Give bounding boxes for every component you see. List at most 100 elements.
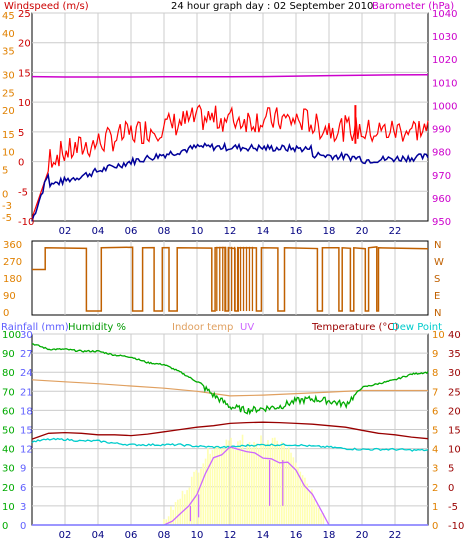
baro-tick-label: 990	[432, 125, 451, 136]
rain-tick-label: 21	[20, 387, 33, 398]
compass-label: N	[434, 240, 441, 251]
x-tick-label: 10	[191, 226, 204, 237]
wind-secondary-tick-label: -5	[2, 213, 12, 224]
x-tick-label: 16	[290, 530, 303, 541]
compass-label: E	[434, 291, 440, 302]
uv-tick-label: 7	[432, 387, 438, 398]
legend-indoor-temp: Indoor temp	[172, 322, 233, 333]
legend-temperature: Temperature (°C)	[311, 322, 398, 333]
uv-tick-label: 6	[432, 406, 438, 417]
x-tick-label: 18	[323, 530, 336, 541]
wind-secondary-tick-label: 5	[2, 166, 8, 177]
temp-tick-label: 10	[448, 445, 461, 456]
graph-title: 24 hour graph day : 02 September 2010	[171, 1, 373, 12]
wind-tick-label: 10	[18, 98, 31, 109]
temp-tick-label: -10	[448, 521, 464, 532]
rain-tick-label: 12	[20, 445, 33, 456]
temp-tick-label: 30	[448, 368, 461, 379]
wind-tick-label: 25	[18, 9, 31, 20]
temp-tick-label: 25	[448, 387, 461, 398]
uv-tick-label: 5	[432, 426, 438, 437]
legend-humidity: Humidity %	[68, 322, 126, 333]
wind-tick-label: -10	[18, 217, 34, 228]
baro-tick-label: 1000	[432, 101, 457, 112]
temp-tick-label: 20	[448, 406, 461, 417]
humidity-tick-label: 90	[2, 349, 15, 360]
rain-tick-label: 6	[20, 483, 26, 494]
rain-tick-label: 3	[20, 502, 26, 513]
wind-tick-label: 0	[18, 158, 24, 169]
legend-dew-point: Dew Point	[392, 322, 442, 333]
humidity-tick-label: 40	[2, 445, 15, 456]
x-tick-label: 14	[257, 530, 270, 541]
x-tick-label: 06	[125, 530, 138, 541]
direction-tick-label: 0	[3, 308, 9, 319]
temp-tick-label: 40	[448, 330, 461, 341]
rain-tick-label: 15	[20, 426, 33, 437]
baro-tick-label: 1030	[432, 32, 457, 43]
humidity-tick-label: 50	[2, 426, 15, 437]
temp-tick-label: -5	[448, 502, 458, 513]
x-tick-label: 12	[224, 530, 237, 541]
humidity-tick-label: 80	[2, 368, 15, 379]
windspeed-axis-title: Windspeed (m/s)	[4, 1, 89, 12]
compass-label: N	[434, 308, 441, 319]
indoor-temp-line	[31, 379, 428, 397]
temp-tick-label: 5	[448, 464, 454, 475]
baro-tick-label: 960	[432, 194, 451, 205]
uv-tick-label: 4	[432, 445, 438, 456]
humidity-tick-label: 70	[2, 387, 15, 398]
x-tick-label: 18	[323, 226, 336, 237]
uv-line	[32, 446, 428, 526]
uv-tick-label: 9	[432, 349, 438, 360]
temp-tick-label: 15	[448, 426, 461, 437]
legend-rainfall: Rainfall (mm)	[1, 322, 69, 333]
wind-secondary-tick-label: 40	[2, 29, 15, 40]
wind-secondary-tick-label: -3	[2, 201, 12, 212]
wind-tick-label: 5	[18, 128, 24, 139]
wind-secondary-tick-label: 25	[2, 88, 15, 99]
x-tick-label: 06	[125, 226, 138, 237]
rain-tick-label: 27	[20, 349, 33, 360]
x-tick-label: 12	[224, 226, 237, 237]
direction-tick-label: 270	[3, 257, 22, 268]
baro-tick-label: 950	[432, 217, 451, 228]
x-tick-label: 04	[92, 226, 105, 237]
wind-secondary-tick-label: 0	[2, 189, 8, 200]
direction-tick-label: 180	[3, 274, 22, 285]
x-tick-label: 16	[290, 226, 303, 237]
wind-gust-line	[31, 104, 429, 219]
baro-tick-label: 1010	[432, 78, 457, 89]
rain-tick-label: 0	[20, 521, 26, 532]
wind-secondary-tick-label: 15	[2, 130, 15, 141]
x-tick-label: 22	[389, 226, 402, 237]
x-tick-label: 20	[356, 226, 369, 237]
x-tick-label: 08	[158, 530, 171, 541]
uv-tick-label: 2	[432, 483, 438, 494]
x-tick-label: 04	[92, 530, 105, 541]
wind-tick-label: 15	[18, 68, 31, 79]
baro-tick-label: 980	[432, 148, 451, 159]
humidity-tick-label: 20	[2, 483, 15, 494]
wind-secondary-tick-label: 10	[2, 148, 15, 159]
direction-tick-label: 90	[3, 291, 16, 302]
solar-fill-layer	[163, 434, 325, 525]
wind-tick-label: 20	[18, 39, 31, 50]
baro-tick-label: 1020	[432, 55, 457, 66]
wind-secondary-tick-label: 30	[2, 70, 15, 81]
humidity-line	[31, 343, 429, 416]
rain-tick-label: 30	[20, 330, 33, 341]
rain-tick-label: 18	[20, 406, 33, 417]
tick-label-layer: 454035302520151050-3-52520151050-5-10104…	[2, 9, 464, 541]
barometer-line	[31, 73, 429, 78]
baro-tick-label: 1040	[432, 9, 457, 20]
humidity-tick-label: 60	[2, 406, 15, 417]
wind-direction-line	[32, 246, 429, 312]
x-tick-label: 20	[356, 530, 369, 541]
humidity-tick-label: 10	[2, 502, 15, 513]
x-tick-label: 02	[59, 530, 72, 541]
humidity-tick-label: 100	[2, 330, 21, 341]
x-tick-label: 02	[59, 226, 72, 237]
